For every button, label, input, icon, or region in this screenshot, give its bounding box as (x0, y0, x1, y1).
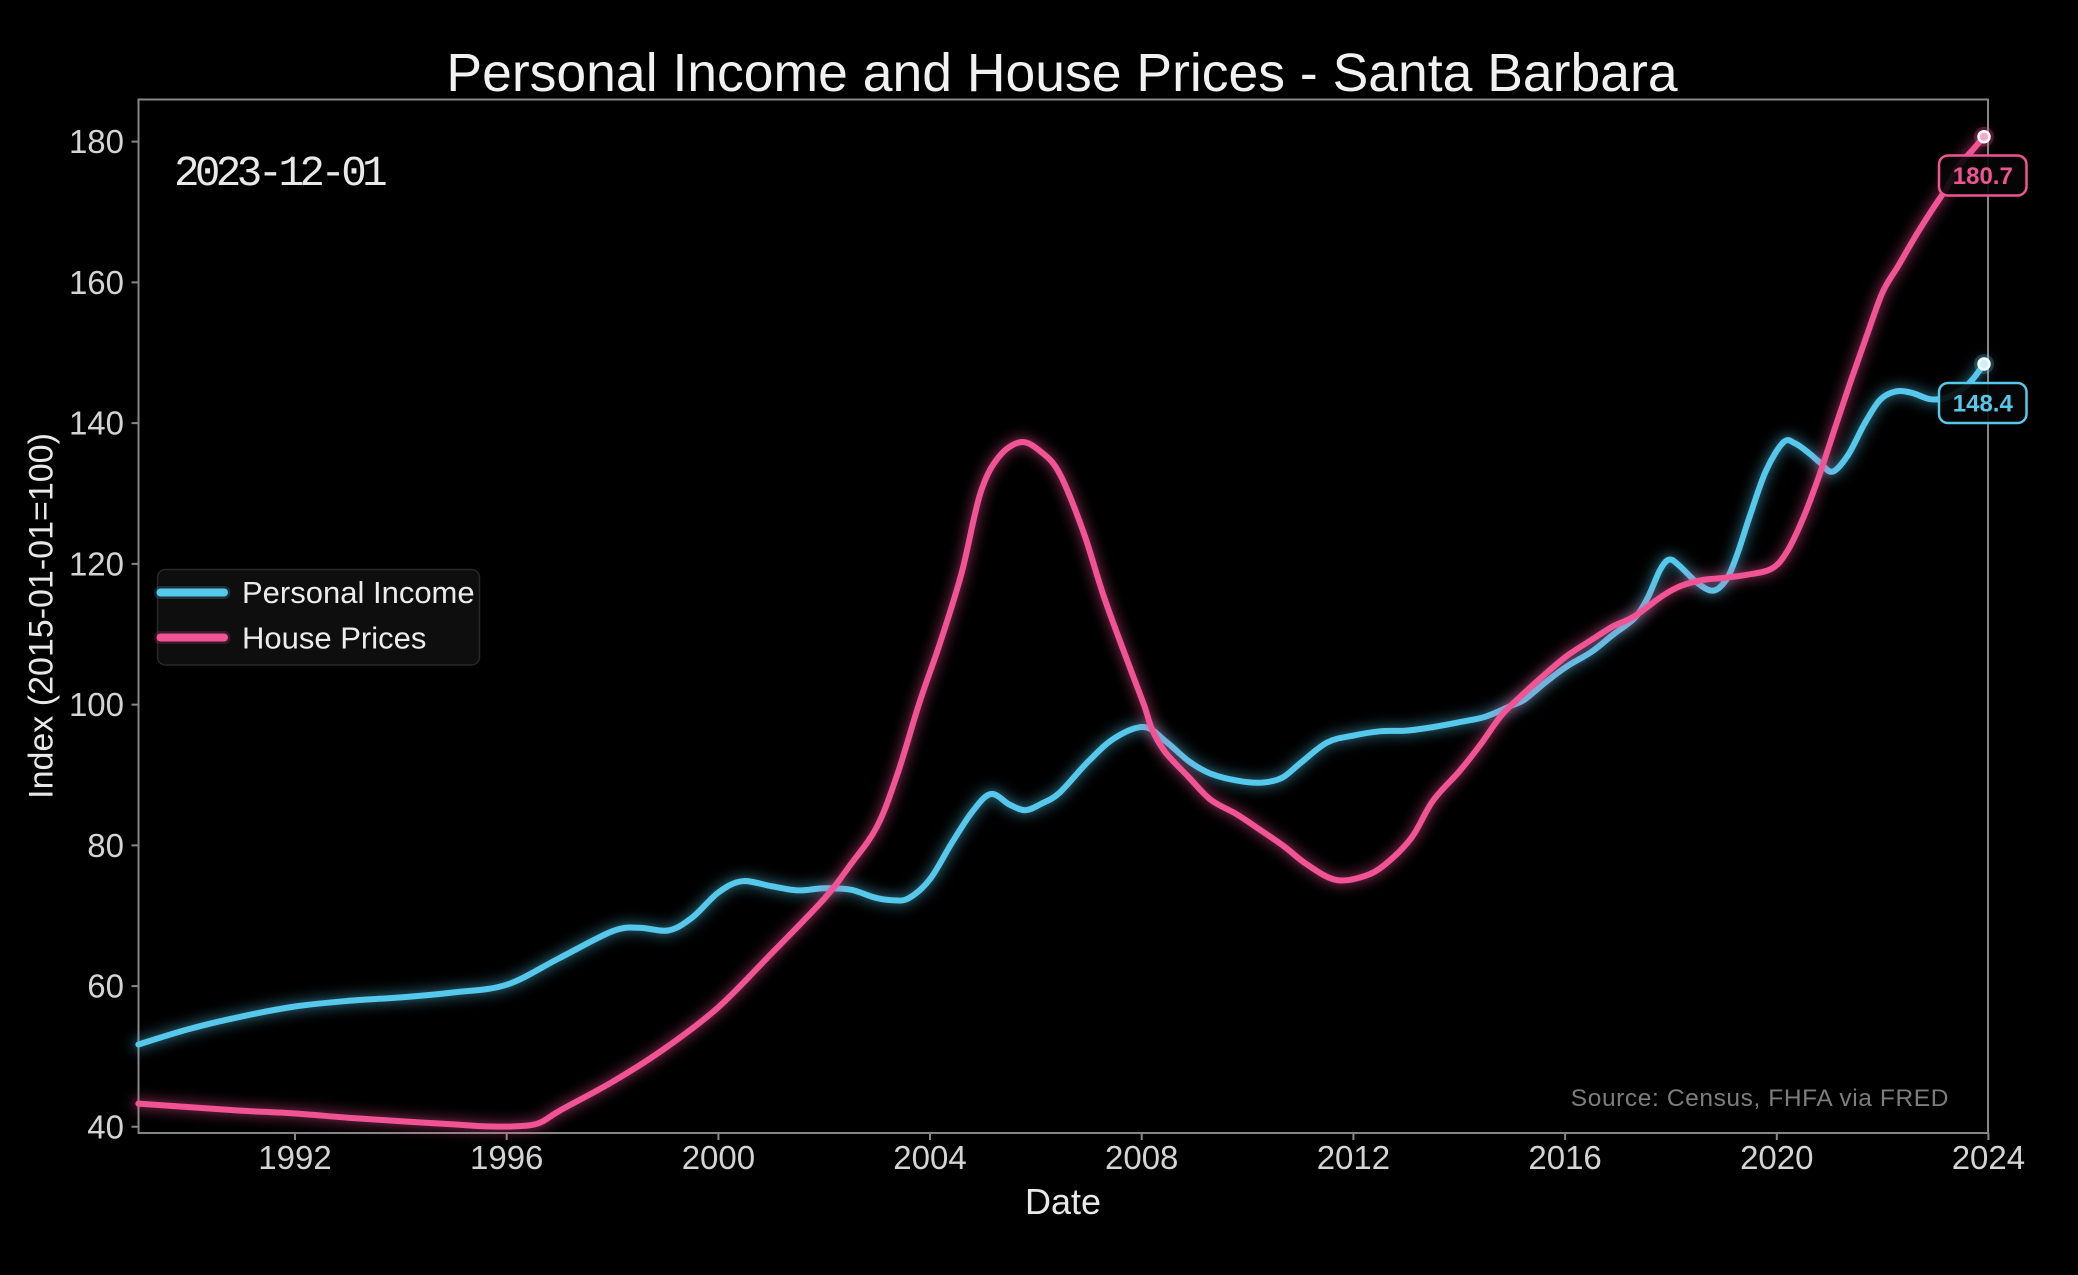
svg-text:160: 160 (69, 264, 124, 301)
svg-text:1992: 1992 (258, 1139, 331, 1176)
svg-text:120: 120 (69, 545, 124, 582)
svg-text:1996: 1996 (470, 1139, 543, 1176)
svg-text:2004: 2004 (893, 1139, 966, 1176)
svg-text:100: 100 (69, 686, 124, 723)
svg-text:2000: 2000 (682, 1139, 755, 1176)
svg-text:2012: 2012 (1317, 1139, 1390, 1176)
svg-text:2008: 2008 (1105, 1139, 1178, 1176)
svg-text:Date: Date (1025, 1181, 1101, 1222)
svg-text:2020: 2020 (1740, 1139, 1813, 1176)
svg-text:2023-12-01: 2023-12-01 (174, 150, 386, 198)
svg-text:2024: 2024 (1952, 1139, 2025, 1176)
svg-text:60: 60 (87, 968, 124, 1005)
svg-text:Personal Income and House Pric: Personal Income and House Prices - Santa… (446, 44, 1677, 103)
svg-text:Index (2015-01-01=100): Index (2015-01-01=100) (23, 433, 61, 799)
svg-text:180.7: 180.7 (1953, 163, 2013, 190)
svg-text:Source: Census, FHFA via FRED: Source: Census, FHFA via FRED (1571, 1085, 1949, 1112)
svg-text:180: 180 (69, 123, 124, 160)
svg-text:80: 80 (87, 827, 124, 864)
svg-text:40: 40 (87, 1108, 124, 1145)
svg-text:140: 140 (69, 405, 124, 442)
svg-text:2016: 2016 (1528, 1139, 1601, 1176)
svg-text:Personal Income: Personal Income (242, 575, 475, 610)
svg-text:148.4: 148.4 (1953, 391, 2014, 418)
svg-text:House Prices: House Prices (242, 621, 426, 656)
